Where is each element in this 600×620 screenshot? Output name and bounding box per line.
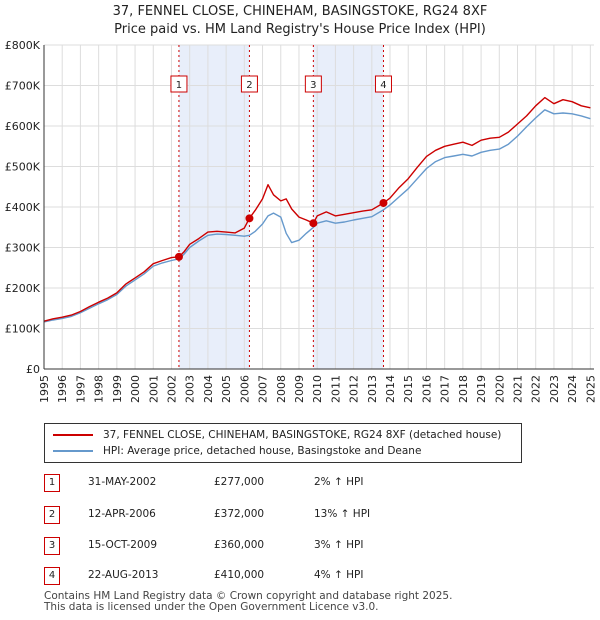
legend-item-property: 37, FENNEL CLOSE, CHINEHAM, BASINGSTOKE,… bbox=[53, 429, 501, 441]
x-tick-label: 2011 bbox=[329, 375, 342, 403]
x-tick-label: 2013 bbox=[366, 375, 379, 403]
x-tick-label: 2004 bbox=[202, 375, 215, 403]
sale-price: £277,000 bbox=[214, 476, 265, 488]
series-line-hpi bbox=[43, 109, 591, 323]
chart-title: 37, FENNEL CLOSE, CHINEHAM, BASINGSTOKE,… bbox=[112, 4, 488, 19]
sale-marker-box bbox=[170, 75, 188, 93]
legend-swatch-hpi bbox=[53, 450, 93, 452]
x-tick-label: 2018 bbox=[457, 375, 470, 403]
x-tick-label: 2005 bbox=[220, 375, 233, 403]
x-tick-label: 2007 bbox=[257, 375, 270, 403]
sale-row: 1 31-MAY-2002 £277,000 2% ↑ HPI bbox=[44, 474, 444, 494]
x-tick-label: 2022 bbox=[530, 375, 543, 403]
x-tick-label: 2024 bbox=[566, 375, 579, 403]
x-tick-label: 1997 bbox=[74, 375, 87, 403]
x-tick-label: 2015 bbox=[402, 375, 415, 403]
y-tick-label: £400K bbox=[5, 201, 41, 214]
y-tick-label: £0 bbox=[26, 363, 40, 376]
sale-date: 22-AUG-2013 bbox=[88, 569, 159, 581]
legend-label-property: 37, FENNEL CLOSE, CHINEHAM, BASINGSTOKE,… bbox=[103, 429, 502, 441]
sale-number-badge: 4 bbox=[44, 567, 60, 585]
chart-subtitle: Price paid vs. HM Land Registry's House … bbox=[114, 22, 486, 37]
x-tick-label: 2025 bbox=[584, 375, 597, 403]
sale-point bbox=[379, 198, 388, 207]
sale-marker-label: 3 bbox=[310, 80, 316, 91]
legend-label-hpi: HPI: Average price, detached house, Basi… bbox=[103, 445, 422, 457]
x-tick-label: 1999 bbox=[111, 375, 124, 403]
legend-item-hpi: HPI: Average price, detached house, Basi… bbox=[53, 445, 421, 457]
y-tick-label: £700K bbox=[5, 80, 41, 93]
sale-hpi-change: 3% ↑ HPI bbox=[314, 539, 364, 551]
sale-marker-label: 1 bbox=[176, 80, 182, 91]
sale-price: £410,000 bbox=[214, 569, 265, 581]
x-tick-label: 1995 bbox=[38, 375, 51, 403]
y-tick-label: £100K bbox=[5, 323, 41, 336]
x-tick-label: 2008 bbox=[275, 375, 288, 403]
x-tick-label: 2010 bbox=[311, 375, 324, 403]
x-tick-label: 1996 bbox=[56, 375, 69, 403]
footer-copyright: Contains HM Land Registry data © Crown c… bbox=[44, 590, 453, 602]
x-tick-label: 2003 bbox=[184, 375, 197, 403]
sale-hpi-change: 2% ↑ HPI bbox=[314, 476, 364, 488]
y-tick-label: £200K bbox=[5, 282, 41, 295]
legend: 37, FENNEL CLOSE, CHINEHAM, BASINGSTOKE,… bbox=[44, 423, 522, 463]
x-tick-label: 2020 bbox=[493, 375, 506, 403]
x-tick-label: 2002 bbox=[165, 375, 178, 403]
y-tick-label: £600K bbox=[5, 120, 41, 133]
x-tick-label: 2001 bbox=[147, 375, 160, 403]
x-tick-label: 2000 bbox=[129, 375, 142, 403]
y-tick-label: £300K bbox=[5, 242, 41, 255]
sale-marker-label: 4 bbox=[380, 80, 386, 91]
x-tick-label: 2014 bbox=[384, 375, 397, 403]
x-tick-label: 2019 bbox=[475, 375, 488, 403]
sale-row: 4 22-AUG-2013 £410,000 4% ↑ HPI bbox=[44, 567, 444, 587]
sale-price: £360,000 bbox=[214, 539, 265, 551]
footer-licence: This data is licensed under the Open Gov… bbox=[44, 601, 379, 613]
x-tick-label: 2021 bbox=[512, 375, 525, 403]
x-tick-label: 2009 bbox=[293, 375, 306, 403]
sale-date: 15-OCT-2009 bbox=[88, 539, 157, 551]
sale-number-badge: 1 bbox=[44, 474, 60, 492]
sale-point bbox=[245, 214, 254, 223]
sale-marker-label: 2 bbox=[246, 80, 252, 91]
sale-number-badge: 2 bbox=[44, 506, 60, 524]
sale-number-badge: 3 bbox=[44, 537, 60, 555]
sale-point bbox=[174, 252, 183, 261]
sale-hpi-change: 13% ↑ HPI bbox=[314, 508, 371, 520]
sale-marker-box bbox=[304, 75, 322, 93]
x-tick-label: 2023 bbox=[548, 375, 561, 403]
series-line-property bbox=[43, 96, 591, 322]
sale-row: 2 12-APR-2006 £372,000 13% ↑ HPI bbox=[44, 506, 444, 526]
x-tick-label: 2017 bbox=[439, 375, 452, 403]
x-tick-label: 2006 bbox=[238, 375, 251, 403]
y-tick-label: £800K bbox=[5, 39, 41, 52]
sale-date: 12-APR-2006 bbox=[88, 508, 156, 520]
x-tick-label: 2012 bbox=[348, 375, 361, 403]
sale-row: 3 15-OCT-2009 £360,000 3% ↑ HPI bbox=[44, 537, 444, 557]
sale-hpi-change: 4% ↑ HPI bbox=[314, 569, 364, 581]
y-tick-label: £500K bbox=[5, 161, 41, 174]
x-tick-label: 2016 bbox=[420, 375, 433, 403]
sale-point bbox=[309, 219, 318, 228]
sale-price: £372,000 bbox=[214, 508, 265, 520]
x-tick-label: 1998 bbox=[93, 375, 106, 403]
sale-marker-box bbox=[374, 75, 392, 93]
sale-marker-box bbox=[240, 75, 258, 93]
price-chart: 1 2 3 4 £0 £100K £200K £300K £400K £500K £600K £70… bbox=[5, 39, 598, 403]
sale-date: 31-MAY-2002 bbox=[88, 476, 157, 488]
legend-swatch-property bbox=[53, 434, 93, 436]
